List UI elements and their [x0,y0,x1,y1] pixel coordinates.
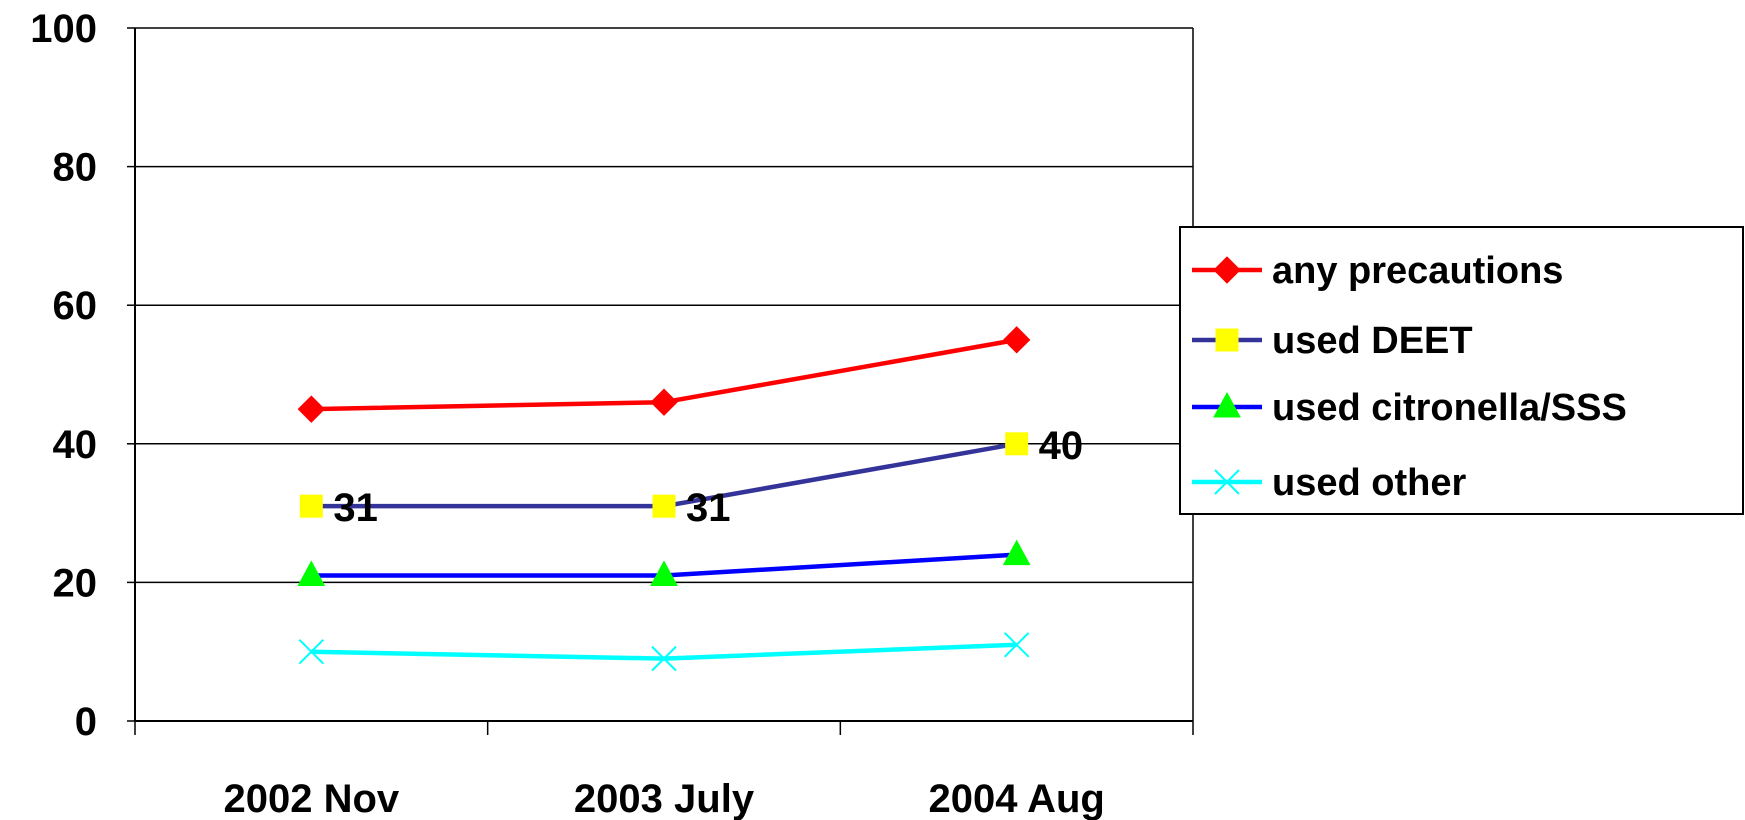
series-2-point [1002,539,1031,566]
series-1-point [299,494,323,518]
y-tick-label: 0 [75,700,97,744]
series-1-point [1005,432,1029,456]
marker-stroke [1214,469,1240,495]
x-tick-labels: 2002 Nov 2003 July 2004 Aug [223,777,1104,820]
series-0-point [1002,326,1031,354]
data-labels: 31 31 40 [333,424,1083,530]
marker-stroke [1003,632,1030,658]
series-1-point [652,494,676,518]
y-tick-labels: 0 20 40 60 80 100 [30,7,97,744]
series-3-point [298,638,325,665]
series-lines [297,326,1031,672]
series-3-point [1003,632,1030,658]
y-tick-label: 100 [30,7,97,51]
legend-label: used DEET [1272,320,1473,362]
legend: any precautions used DEET used citronella/… [1179,226,1744,515]
series-line-3 [311,642,1017,661]
legend-swatch-marker [1213,256,1241,284]
legend-swatch-marker [1215,328,1239,352]
y-tick-label: 20 [53,561,98,605]
legend-item: used other [1192,462,1466,504]
legend-label: any precautions [1272,250,1563,292]
axes [127,27,1194,735]
legend-label: used other [1272,462,1466,504]
data-label: 40 [1039,424,1084,468]
legend-item: used DEET [1192,320,1473,362]
series-0-point [650,388,678,416]
series-2-point [650,560,678,586]
data-label: 31 [333,486,378,530]
legend-box [1179,226,1744,515]
series-2-point [297,560,326,586]
y-tick-label: 40 [53,423,98,467]
legend-label: used citronella/SSS [1272,387,1627,429]
marker-stroke [651,645,677,672]
marker-stroke [298,638,325,665]
x-tick-label: 2004 Aug [928,777,1104,820]
legend-swatch-marker [1214,469,1240,495]
legend-item: used citronella/SSS [1192,387,1627,429]
series-3-point [651,645,677,672]
x-tick-label: 2003 July [574,777,755,820]
x-tick-label: 2002 Nov [223,777,399,820]
legend-swatch-marker [1213,391,1241,418]
series-0-point [297,395,326,423]
y-tick-label: 60 [53,284,98,328]
data-label: 31 [686,486,731,530]
legend-item: any precautions [1192,250,1563,292]
y-tick-label: 80 [53,146,98,190]
